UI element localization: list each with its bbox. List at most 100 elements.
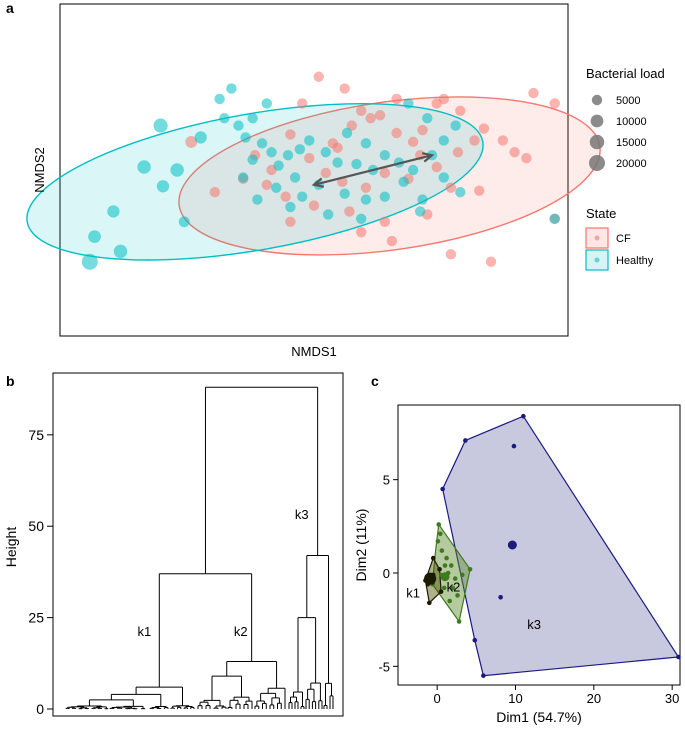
dendrogram-tree: [65, 386, 334, 710]
cluster-labels: k1 k2 k3: [406, 580, 541, 632]
point-healthy: [273, 160, 284, 171]
point-healthy: [438, 135, 449, 146]
cluster-label-k1: k1: [138, 624, 152, 639]
point-k2: [448, 563, 454, 568]
point-healthy: [415, 206, 426, 217]
point-healthy: [285, 201, 296, 213]
cluster-label-k3: k3: [295, 507, 309, 522]
point-healthy: [417, 194, 428, 205]
point-k1: [427, 600, 432, 606]
point-cf: [509, 147, 520, 158]
point-cf: [521, 152, 532, 164]
cluster-x-label: Dim1 (54.7%): [496, 709, 582, 725]
legend-size-label: 15000: [616, 137, 647, 149]
point-healthy: [304, 135, 315, 146]
nmds-legend: Bacterial load 5000 10000 15000 20000 State…: [585, 66, 665, 271]
point-k2: [439, 548, 445, 553]
legend-size-label: 20000: [616, 158, 647, 170]
point-healthy: [455, 187, 466, 198]
point-healthy: [81, 253, 98, 270]
point-cf: [528, 87, 539, 99]
legend-label-healthy: Healthy: [616, 255, 654, 267]
point-healthy: [252, 194, 263, 205]
point-cf: [346, 120, 357, 131]
point-cf: [285, 216, 296, 227]
cluster-points: [423, 413, 681, 678]
legend-dot-healthy: [594, 257, 600, 263]
point-healthy: [297, 191, 308, 202]
cluster-label-k2: k2: [447, 580, 461, 595]
point-cf: [313, 71, 324, 82]
point-cf: [474, 185, 485, 196]
point-cf: [360, 182, 372, 193]
point-healthy: [113, 244, 128, 259]
y-tick-label: 0: [36, 701, 44, 717]
dendrogram-y-axis: 0 25 50 75: [28, 427, 54, 717]
point-healthy: [240, 132, 251, 143]
point-cf: [185, 135, 198, 148]
point-k3: [440, 486, 445, 492]
point-healthy: [379, 191, 390, 202]
point-cf: [320, 167, 331, 179]
point-cf: [209, 187, 221, 198]
point-healthy: [360, 194, 372, 205]
point-k3: [676, 654, 681, 660]
point-healthy: [219, 113, 230, 124]
point-healthy: [351, 158, 362, 170]
point-k2: [456, 619, 462, 624]
point-cf: [308, 200, 320, 211]
point-cf: [304, 152, 315, 164]
point-healthy: [549, 213, 560, 225]
point-cf: [280, 191, 291, 202]
point-healthy: [153, 118, 168, 133]
point-healthy: [214, 93, 225, 105]
point-healthy: [320, 147, 331, 158]
legend-size-dot: [589, 134, 605, 150]
point-k1: [437, 566, 442, 572]
dendrogram: 0 25 50 75 k1 k2 k3 Height: [3, 372, 344, 717]
point-cf: [438, 93, 449, 105]
point-cf: [497, 135, 508, 146]
point-healthy: [107, 205, 120, 218]
point-k3: [472, 637, 478, 643]
point-k2: [442, 563, 448, 568]
point-cf: [339, 83, 350, 94]
center-k1: [424, 572, 437, 585]
point-cf: [407, 136, 419, 148]
point-healthy: [398, 176, 409, 188]
center-k2: [440, 572, 450, 582]
point-healthy: [332, 157, 343, 168]
cluster-plot: k1 k2 k3 0 10 20 30 -5 0 5 Dim1 (54.7%) Dim2 (11…: [353, 404, 681, 725]
point-k2: [444, 555, 449, 561]
cluster-axes: 0 10 20 30 -5 0 5: [378, 473, 679, 706]
point-healthy: [137, 160, 151, 174]
nmds-points: [81, 71, 560, 270]
point-cf: [431, 161, 442, 173]
point-k3: [511, 443, 517, 449]
point-healthy: [194, 131, 207, 144]
point-healthy: [356, 213, 367, 225]
point-cf: [356, 226, 367, 238]
point-k2: [467, 566, 473, 572]
y-tick-label: 0: [383, 566, 390, 581]
point-k2: [436, 522, 442, 527]
point-k2: [452, 576, 458, 581]
nmds-arrow: [311, 152, 435, 188]
point-cf: [478, 123, 490, 134]
point-k1: [438, 589, 444, 594]
legend-size-title: Bacterial load: [586, 66, 665, 81]
y-tick-label: 75: [28, 427, 44, 443]
panel-label-b: b: [6, 373, 15, 389]
nmds-y-label: NMDS2: [32, 147, 47, 193]
x-tick-label: 10: [508, 691, 522, 706]
point-cf: [417, 124, 428, 136]
point-healthy: [271, 182, 282, 193]
point-k3: [521, 413, 526, 419]
point-healthy: [178, 216, 190, 228]
point-cf: [356, 105, 367, 117]
center-k3: [507, 540, 517, 550]
point-healthy: [407, 164, 419, 176]
point-healthy: [282, 150, 294, 161]
point-k3: [498, 594, 503, 600]
